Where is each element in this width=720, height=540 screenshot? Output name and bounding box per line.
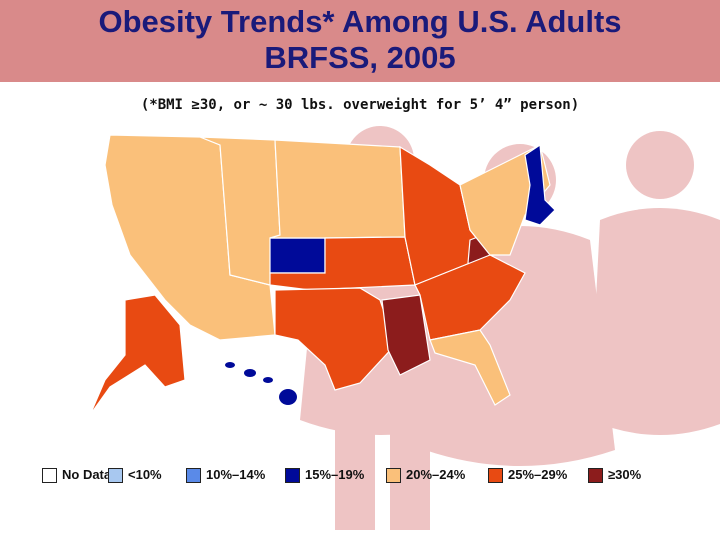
region-texas [274,287,396,391]
region-southeast [414,254,526,341]
figure-silhouette [590,131,720,435]
legend-swatch-25-29 [488,468,503,483]
subtitle: (*BMI ≥30, or ~ 30 lbs. overweight for 5… [140,97,580,113]
region-alaska [89,294,186,416]
legend-swatch-lt10 [108,468,123,483]
page-title: Obesity Trends* Among U.S. Adults BRFSS,… [0,4,720,76]
legend-label-15-19: 15%–19% [305,467,365,482]
legend-label-no-data: No Data [62,467,112,482]
region-colorado [269,237,326,274]
legend: No Data <10% 10%–14% 15%–19% 20%–24% 25%… [0,458,720,518]
us-obesity-map [89,134,556,416]
legend-swatch-15-19 [285,468,300,483]
title-line-2: BRFSS, 2005 [264,40,456,75]
legend-label-ge30: ≥30% [608,467,642,482]
legend-swatch-ge30 [588,468,603,483]
legend-swatch-10-14 [186,468,201,483]
region-new-england [524,143,556,226]
legend-label-20-24: 20%–24% [406,467,466,482]
legend-label-10-14: 10%–14% [206,467,266,482]
region-plains-north [269,139,406,239]
legend-swatch-no-data [42,468,57,483]
legend-label-lt10: <10% [128,467,162,482]
legend-label-25-29: 25%–29% [508,467,568,482]
region-florida [429,329,511,406]
region-hawaii [225,362,297,405]
title-line-1: Obesity Trends* Among U.S. Adults [98,4,622,39]
title-band [0,0,720,82]
region-deep-south [381,294,431,376]
legend-swatch-20-24 [386,468,401,483]
